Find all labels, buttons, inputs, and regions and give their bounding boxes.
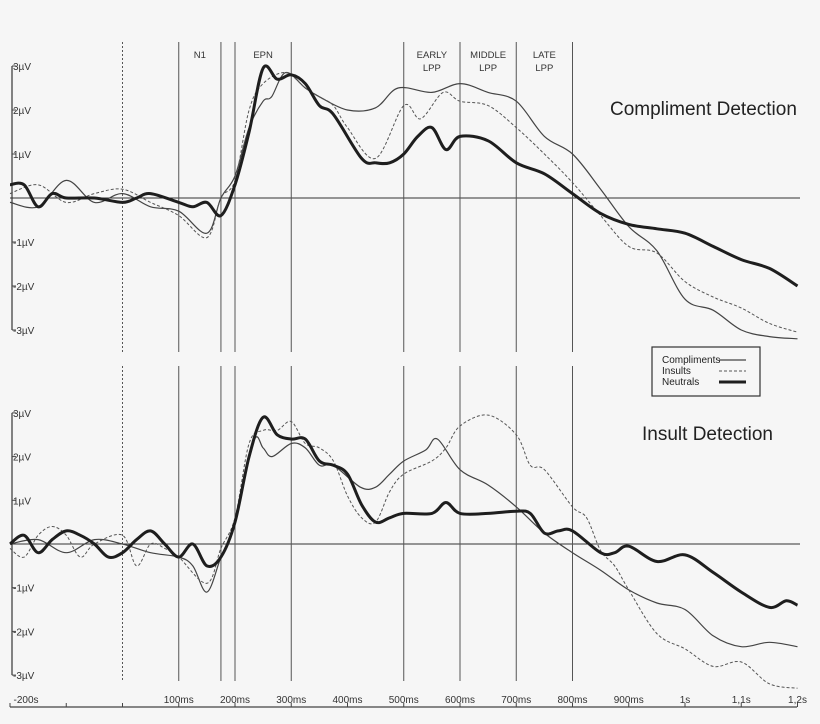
window-label: LPP (423, 63, 441, 74)
y-tick-label: 1µV (13, 496, 31, 507)
x-tick-label: 800ms (557, 695, 587, 706)
x-tick-label: 400ms (332, 695, 362, 706)
legend-label: Compliments (662, 355, 720, 366)
x-tick-label: 100ms (164, 695, 194, 706)
x-tick-label: 500ms (389, 695, 419, 706)
y-tick-label: -3µV (13, 671, 35, 682)
panel-title: Compliment Detection (610, 99, 797, 120)
y-tick-label: -2µV (13, 627, 35, 638)
series-line-neutrals (9, 64, 799, 288)
x-tick-label: 900ms (614, 695, 644, 706)
y-tick-label: 2µV (13, 106, 31, 117)
panel-title: Insult Detection (642, 424, 773, 445)
y-tick-label: 2µV (13, 453, 31, 464)
y-tick-label: -1µV (13, 238, 35, 249)
window-label: LPP (535, 63, 553, 74)
legend-label: Neutrals (662, 377, 699, 388)
x-tick-label: 300ms (276, 695, 306, 706)
window-label: EPN (253, 50, 273, 61)
x-tick-label: 1s (680, 695, 691, 706)
x-tick-label: 1,1s (732, 695, 751, 706)
x-tick-label: 200ms (220, 695, 250, 706)
window-label: EARLY (417, 50, 448, 61)
y-tick-label: 3µV (13, 62, 31, 73)
window-label: LATE (533, 50, 556, 61)
x-tick-label: 700ms (501, 695, 531, 706)
window-label: N1 (194, 50, 206, 61)
y-tick-label: -3µV (13, 326, 35, 337)
x-tick-label: -200s (13, 695, 38, 706)
legend-label: Insults (662, 366, 691, 377)
x-tick-label: 1,2s (788, 695, 807, 706)
series-line-neutrals (9, 415, 799, 610)
y-tick-label: -1µV (13, 584, 35, 595)
x-tick-label: 600ms (445, 695, 475, 706)
window-label: MIDDLE (470, 50, 506, 61)
window-label: LPP (479, 63, 497, 74)
y-tick-label: 1µV (13, 150, 31, 161)
legend-box (651, 346, 761, 397)
series-line-compliments (9, 71, 798, 340)
y-tick-label: 3µV (13, 409, 31, 420)
y-tick-label: -2µV (13, 282, 35, 293)
